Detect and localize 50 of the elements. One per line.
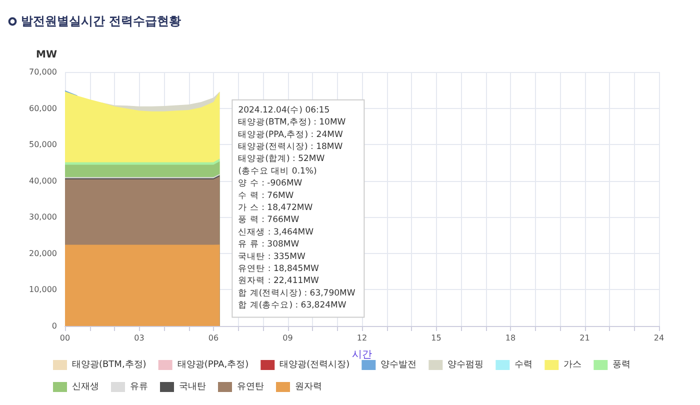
legend-label: 태양광(전력시장)	[280, 360, 350, 370]
legend-label: 양수발전	[380, 360, 417, 370]
y-tick-label: 20,000	[29, 248, 57, 258]
legend-label: 양수펌핑	[448, 360, 484, 370]
annotation: 신재생 : 3,464MW	[238, 227, 314, 238]
legend-label: 유류	[130, 382, 148, 392]
x-tick-label: 15	[431, 334, 442, 342]
annotation: 유 류 : 308MW	[238, 240, 300, 250]
legend-label: 수력	[514, 360, 533, 370]
annotation: 가 스 : 18,472MW	[238, 203, 314, 214]
annotation: 합 계(전력시장) : 63,790MW	[238, 288, 356, 298]
x-tick-label: 09	[282, 334, 293, 342]
y-tick-label: 0	[52, 322, 57, 330]
y-tick-label: 40,000	[29, 176, 57, 186]
x-tick-label: 06	[208, 334, 219, 342]
x-axis-title: 시간	[352, 350, 372, 360]
y-tick-label: 60,000	[29, 104, 57, 113]
annotation: (총수요 대비 0.1%)	[238, 166, 317, 176]
legend-label: 태양광(PPA,추정)	[177, 360, 249, 370]
annotation: 합 계(총수요) : 63,824MW	[238, 300, 347, 311]
annotation: 태양광(전력시장) : 18MW	[238, 142, 344, 152]
annotation: 양 수 : -906MW	[238, 178, 303, 189]
legend-label: 태양광(BTM,추정)	[72, 360, 146, 370]
y-tick-label: 30,000	[29, 212, 57, 222]
chart-title: 발전원별실시간 전력수급현황	[21, 12, 182, 30]
x-tick-label: 24	[654, 334, 664, 342]
legend-label: 국내탄	[179, 382, 206, 392]
annotation: 2024.12.04(수) 06:15	[238, 105, 330, 116]
annotation: 유연탄 : 18,845MW	[238, 264, 320, 274]
annotation: 국내탄 : 335MW	[238, 252, 306, 262]
legend-label: 신재생	[72, 382, 99, 392]
annotation: 원자력 : 22,411MW	[238, 276, 320, 286]
annotation: 태양광(BTM,추정) : 10MW	[238, 118, 346, 128]
x-tick-label: 03	[134, 334, 144, 342]
annotation: 태양광(PPA,추정) : 24MW	[238, 130, 344, 140]
legend-label: 원자력	[295, 382, 322, 392]
legend-label: 가스	[564, 360, 582, 370]
y-axis-title: MW	[36, 50, 57, 60]
annotation: 풍 력 : 766MW	[238, 215, 300, 226]
legend-label: 유연탄	[237, 382, 264, 392]
x-tick-label: 12	[356, 334, 368, 342]
annotation: 태양광(합계) : 52MW	[238, 154, 326, 164]
x-tick-label: 21	[580, 334, 590, 342]
y-tick-label: 50,000	[29, 140, 57, 150]
y-tick-label: 10,000	[29, 285, 57, 294]
annotation: 수 력 : 76MW	[238, 190, 294, 201]
legend-label: 풍력	[612, 360, 631, 370]
x-tick-label: 00	[60, 334, 70, 342]
y-tick-label: 70,000	[29, 68, 57, 76]
x-tick-label: 18	[505, 334, 516, 342]
